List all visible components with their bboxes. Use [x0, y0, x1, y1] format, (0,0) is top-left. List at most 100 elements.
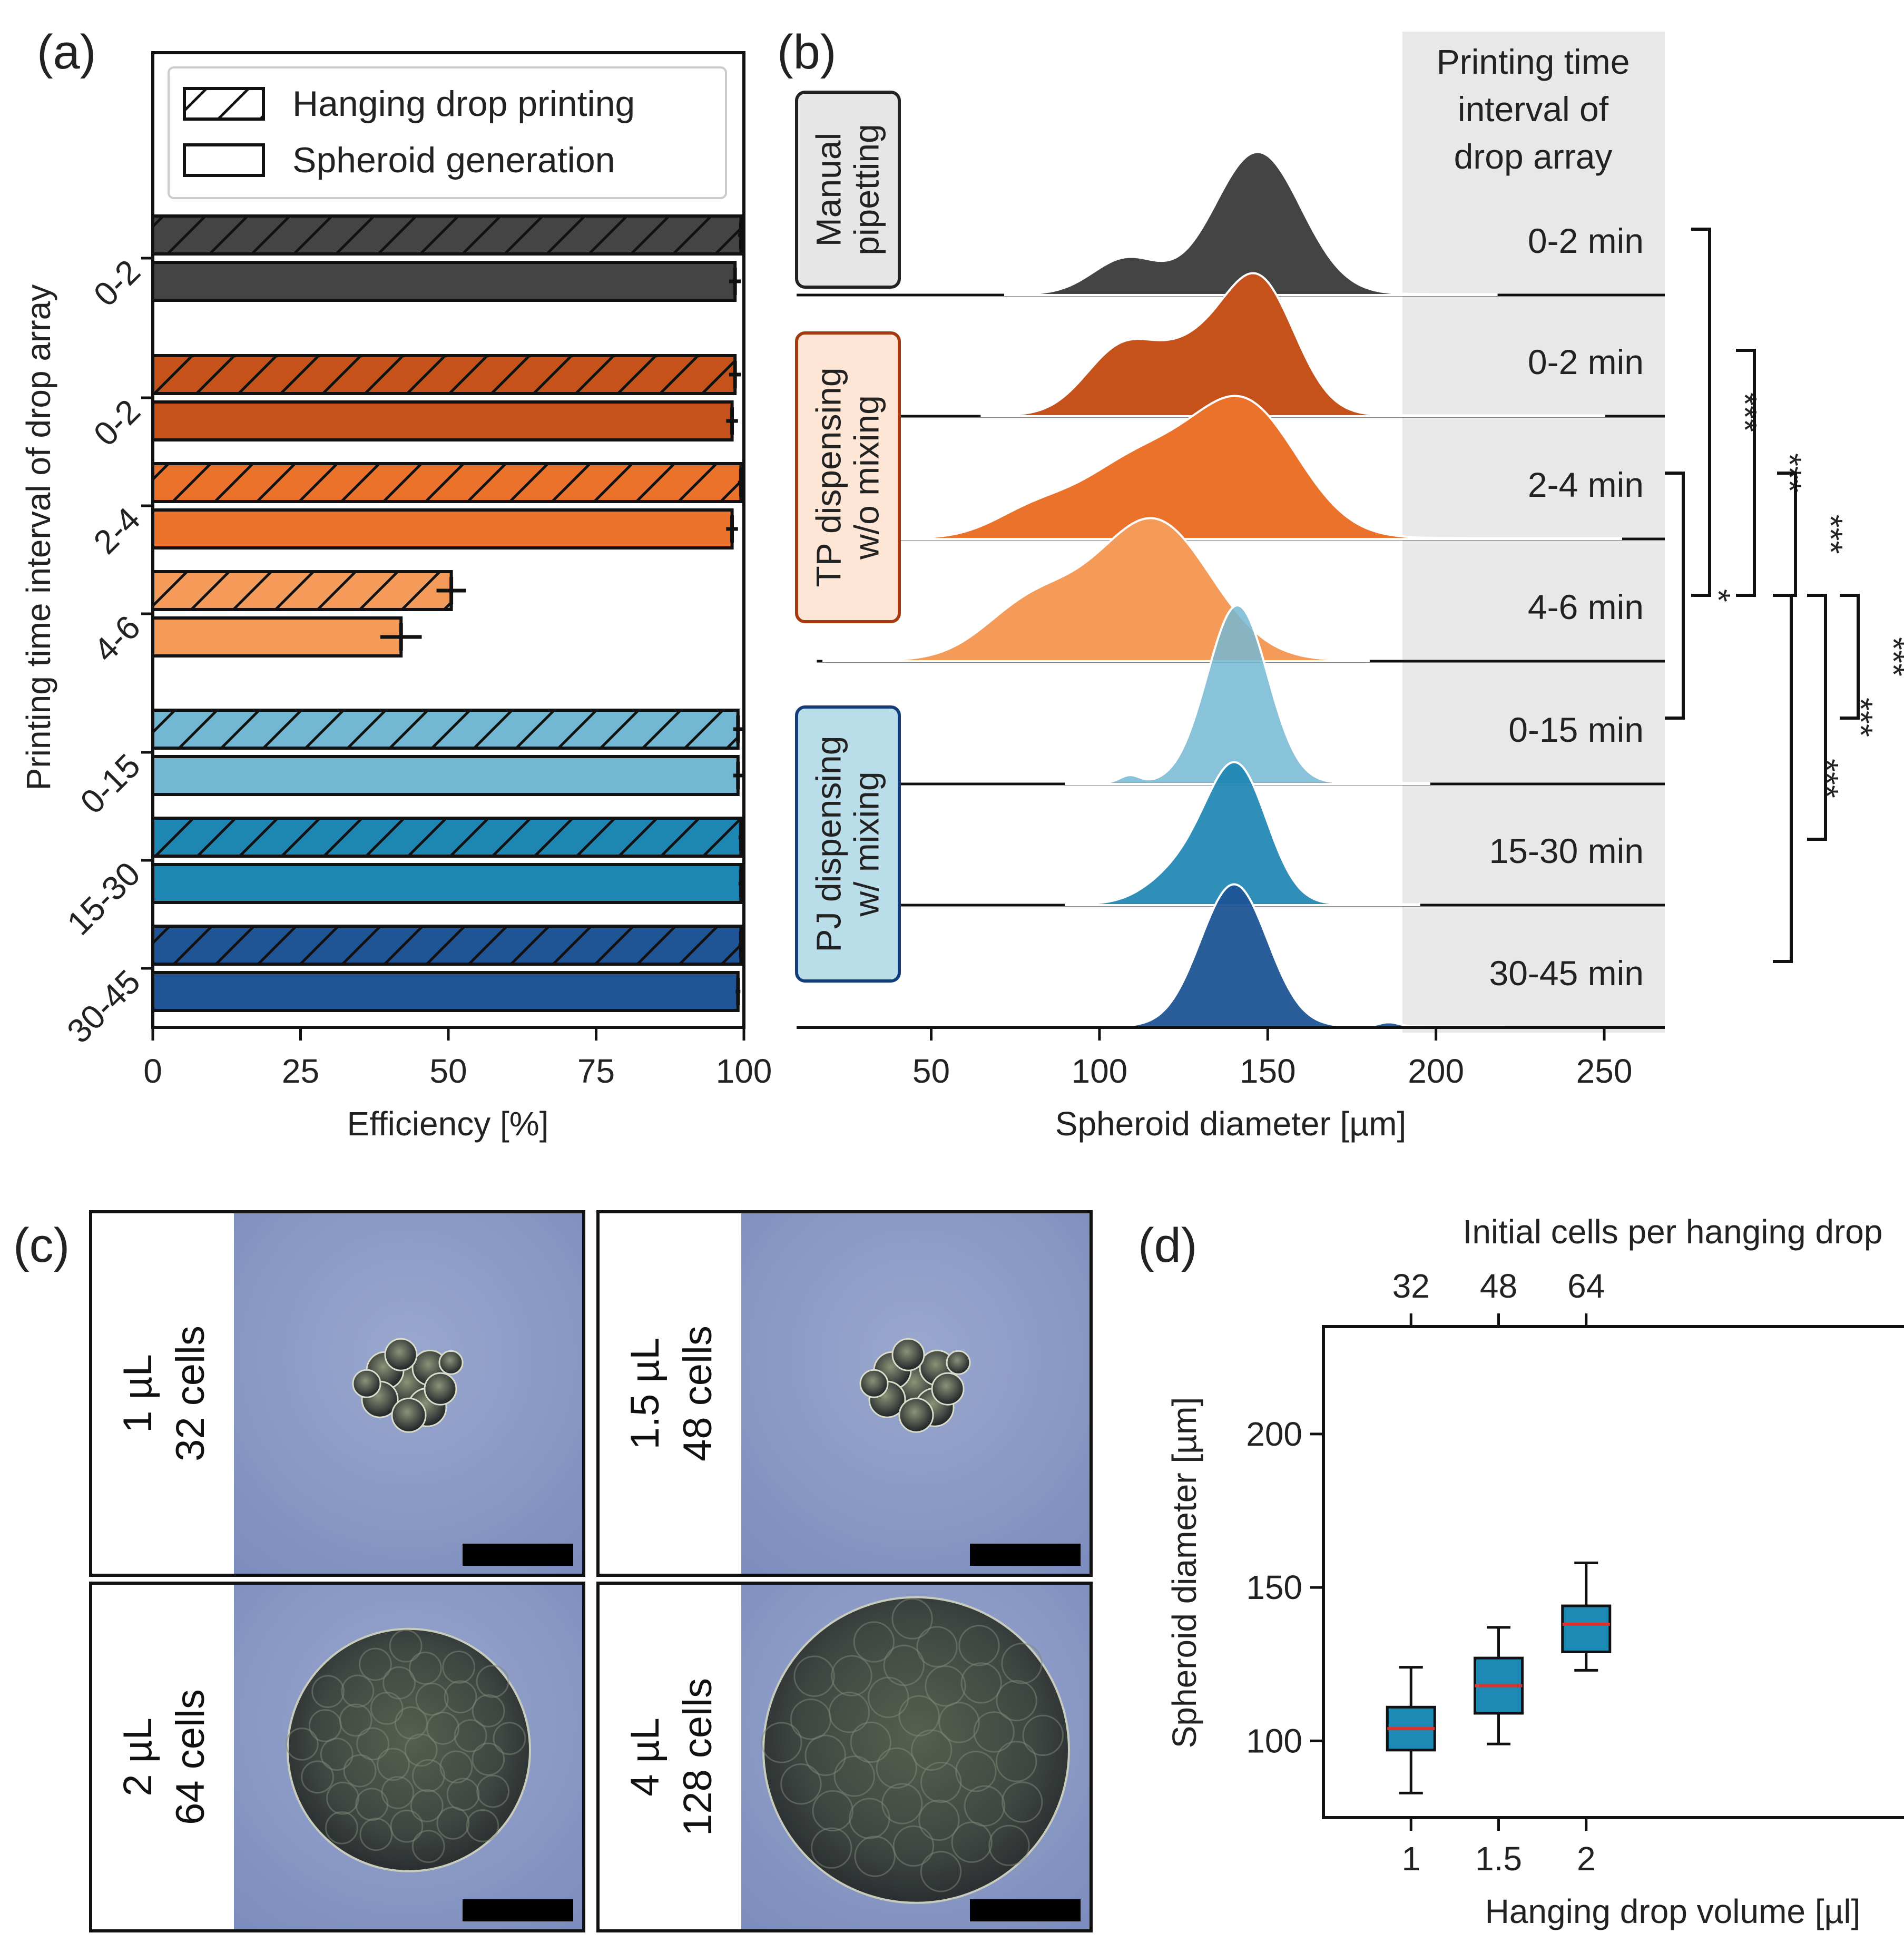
significance-label-3: *: [1700, 589, 1738, 602]
spheroid-texture: [301, 1760, 335, 1794]
spheroid-texture: [1002, 1781, 1043, 1823]
spheroid-texture: [454, 1719, 487, 1752]
micrograph-panel-0: 1 µL 32 cells: [89, 1210, 585, 1577]
spheroid-texture: [853, 1621, 895, 1663]
legend-hatched-swatch: [183, 87, 265, 121]
spheroid-texture: [780, 1763, 822, 1805]
spheroid-texture: [476, 1774, 510, 1808]
micrograph-cells-label: 48 cells: [675, 1326, 720, 1461]
panel-a-bars: 0-2 0-2 2-4 4-6 0-15 15-30 30-45: [60, 214, 744, 1051]
panel-b: (b) Printing time interval of drop array 0…: [777, 25, 1904, 1143]
legend-entry-spheroid: Spheroid generation: [292, 140, 615, 180]
spheroid-texture: [849, 1798, 890, 1839]
y-tick-label: 30-45: [60, 963, 148, 1051]
spheroid-texture: [804, 1734, 846, 1776]
panel-a-x-axis-label: Efficiency [%]: [347, 1105, 549, 1143]
spheroid-texture: [951, 1821, 993, 1863]
bar-generation-2: [151, 508, 734, 549]
group-label-1-1: w/o mixing: [847, 395, 886, 560]
bar-generation-6: [151, 971, 740, 1012]
bar-generation-0: [151, 261, 737, 302]
header-line: interval of: [1458, 90, 1609, 129]
panel-b-ridges: [797, 151, 1665, 1029]
x-tick-label: 25: [282, 1052, 319, 1090]
legend-plain-swatch: [183, 143, 265, 177]
spheroid-texture: [472, 1694, 505, 1728]
spheroid-texture: [436, 1807, 470, 1840]
significance-bracket-6: [1773, 594, 1793, 963]
micrograph-panel-3: 4 µL 128 cells: [596, 1582, 1093, 1932]
ridge-density-0: [1004, 151, 1498, 296]
header-line: drop array: [1454, 137, 1613, 176]
bar-hatch-4: [153, 710, 738, 748]
x-tick-label: 100: [1071, 1052, 1127, 1090]
y-tick-label: 2-4: [86, 500, 148, 561]
significance-bracket-1: [1736, 349, 1756, 597]
ridge-density-2: [896, 395, 1623, 540]
spheroid-texture: [920, 1761, 962, 1803]
interval-label-2: 2-4 min: [1528, 465, 1644, 504]
scale-bar: [463, 1899, 573, 1921]
bar-generation-5: [151, 863, 743, 904]
interval-label-4: 0-15 min: [1508, 710, 1644, 749]
spheroid-texture: [341, 1674, 375, 1708]
interval-label-0: 0-2 min: [1528, 221, 1644, 260]
bar-generation-1: [151, 400, 734, 441]
x-tick-label: 75: [577, 1052, 615, 1090]
spheroid-texture: [359, 1647, 392, 1681]
group-label-0-0: Manual: [809, 133, 848, 247]
micrograph-panel-1: 1.5 µL 48 cells: [596, 1210, 1093, 1577]
spheroid-texture: [411, 1759, 445, 1792]
spheroid-texture: [955, 1751, 997, 1792]
top-tick-label: 48: [1480, 1267, 1517, 1305]
panel-d-frame: [1322, 1325, 1904, 1819]
spheroid-texture: [426, 1711, 459, 1745]
cell: [891, 1338, 925, 1371]
x-tick-label: 0: [143, 1052, 162, 1090]
scale-bar: [970, 1544, 1081, 1566]
spheroid-texture: [916, 1626, 958, 1667]
panel-b-significance: *******************: [1665, 228, 1904, 963]
bar-hatch-6: [153, 926, 741, 964]
spheroid-texture: [925, 1665, 966, 1707]
spheroid-texture: [793, 1655, 835, 1697]
spheroid-texture: [995, 1741, 1037, 1782]
ridge-density-1: [980, 272, 1606, 417]
panel-label-d: (d): [1138, 1219, 1197, 1272]
panel-d: (d) Initial cells per hanging drop 1 32 1.…: [1138, 1213, 1904, 1930]
micrograph-volume-label: 1.5 µL: [623, 1338, 668, 1450]
spheroid-texture: [320, 1738, 354, 1771]
y-tick-label: 0-2: [86, 252, 148, 313]
panel-label-c: (c): [13, 1219, 70, 1272]
spheroid-texture: [311, 1675, 345, 1709]
significance-label-4: ***: [1874, 637, 1904, 676]
group-box-0: [795, 91, 901, 289]
x-tick-label: 100: [716, 1052, 772, 1090]
spheroid-texture: [325, 1811, 358, 1844]
spheroid-texture: [326, 1781, 359, 1815]
cell: [859, 1369, 889, 1398]
panel-a-ticks: 0 25 50 75 100: [143, 1027, 772, 1090]
box-2: [1561, 1604, 1612, 1653]
spheroid-texture: [382, 1666, 416, 1700]
significance-bracket-4: [1840, 594, 1860, 720]
panel-b-x-axis-label: Spheroid diameter [µm]: [1055, 1105, 1407, 1143]
interval-label-5: 15-30 min: [1489, 831, 1644, 870]
group-label-0-1: pipetting: [847, 124, 886, 256]
spheroid-texture: [996, 1680, 1037, 1722]
bar-hatch-1: [153, 356, 735, 394]
spheroid-texture: [439, 1750, 473, 1784]
x-tick-label: 1.5: [1475, 1840, 1522, 1878]
significance-bracket-3: [1665, 472, 1685, 720]
spheroid-texture: [356, 1727, 389, 1761]
spheroid-texture: [812, 1790, 853, 1832]
y-tick-label: 0-2: [86, 392, 148, 453]
bar-hatch-5: [153, 818, 741, 856]
spheroid-texture: [390, 1809, 424, 1843]
spheroid-texture: [395, 1706, 428, 1740]
y-tick-label: 100: [1246, 1722, 1302, 1760]
significance-bracket-0: [1691, 228, 1711, 597]
